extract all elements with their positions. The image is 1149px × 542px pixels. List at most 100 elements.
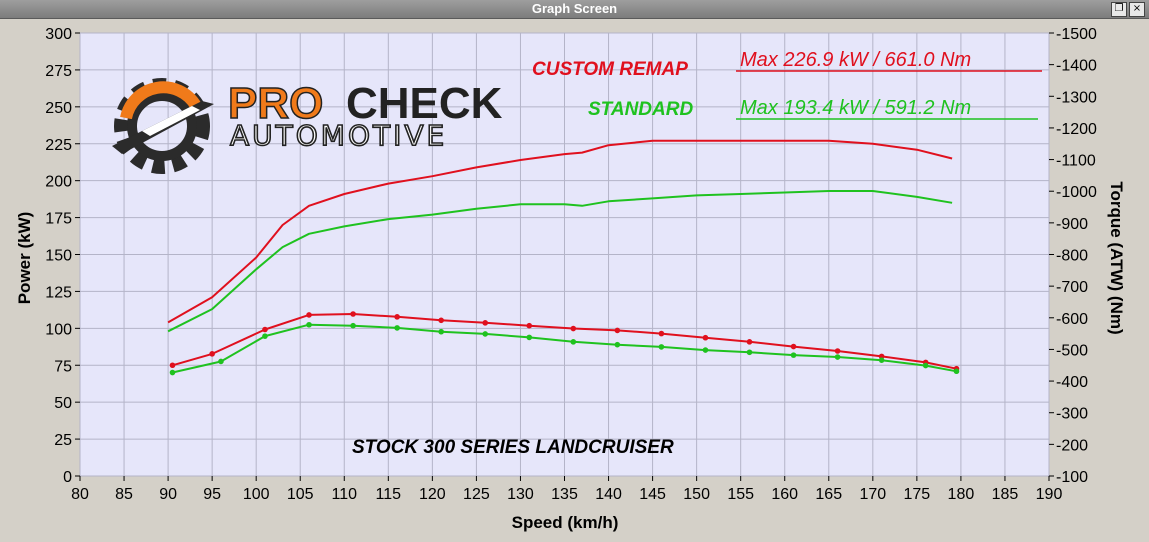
x-tick-label: 120: [419, 486, 446, 503]
torque-point-custom-remap: [658, 330, 665, 337]
torque-point-custom-remap: [482, 320, 489, 326]
x-tick-label: 140: [595, 486, 622, 503]
y2-tick-label: -300: [1056, 406, 1088, 423]
torque-point-standard: [702, 347, 709, 353]
x-tick-label: 110: [332, 486, 358, 503]
legend-custom-max: Max 226.9 kW / 661.0 Nm: [740, 49, 971, 71]
y-tick-label: 75: [54, 358, 72, 375]
y2-tick-label: -600: [1056, 311, 1088, 328]
torque-point-standard: [834, 354, 841, 360]
x-tick-label: 185: [992, 486, 1019, 503]
torque-point-standard: [922, 362, 929, 369]
power-line-custom-remap: [167, 139, 953, 324]
y2-tick-label: -900: [1056, 216, 1088, 233]
y-axis-label: Power (kW): [15, 212, 34, 305]
torque-point-custom-remap: [526, 322, 533, 329]
y2-tick-label: -500: [1056, 342, 1088, 359]
x-axis-label: Speed (km/h): [512, 513, 619, 532]
y2-tick-label: -800: [1056, 248, 1088, 265]
x-axis: 80 85 90 95 100 105 110 115 120 125 130 135 140 145 15…: [71, 476, 1062, 503]
logo-check: CHECK: [346, 79, 503, 128]
torque-point-custom-remap: [350, 311, 356, 317]
torque-point-standard: [790, 352, 797, 358]
torque-point-standard: [169, 369, 176, 376]
torque-point-custom-remap: [394, 314, 400, 320]
x-tick-label: 80: [71, 486, 89, 503]
x-tick-label: 125: [463, 486, 490, 503]
y2-tick-label: -700: [1056, 279, 1088, 296]
y2-tick-label: -1200: [1056, 121, 1097, 138]
torque-point-custom-remap: [262, 326, 268, 333]
torque-point-standard: [306, 321, 312, 328]
y2-axis-label: Torque (ATW) (Nm): [1107, 181, 1126, 334]
close-icon[interactable]: ×: [1129, 2, 1145, 17]
title-bar: Graph Screen ❐ ×: [0, 0, 1149, 19]
y-tick-label: 175: [45, 211, 72, 228]
legend-standard-label: STANDARD: [588, 99, 693, 120]
y2-tick-label: -1300: [1056, 89, 1097, 106]
x-tick-label: 85: [115, 486, 133, 503]
y-tick-label: 200: [45, 174, 72, 191]
y-tick-label: 0: [63, 469, 72, 486]
x-tick-label: 115: [376, 486, 402, 503]
y2-tick-label: -1500: [1056, 26, 1097, 43]
torque-point-custom-remap: [790, 343, 797, 350]
torque-point-standard: [878, 357, 885, 363]
x-tick-label: 155: [727, 486, 754, 503]
y-tick-label: 225: [45, 137, 72, 154]
y2-tick-label: -200: [1056, 437, 1088, 454]
torque-point-custom-remap: [169, 362, 176, 369]
x-tick-label: 180: [948, 486, 975, 503]
power-line-standard: [167, 190, 953, 333]
dyno-chart: 80 85 90 95 100 105 110 115 120 125 130 135 140 145 15…: [15, 26, 1126, 532]
torque-point-standard: [438, 328, 444, 335]
torque-point-standard: [526, 334, 533, 341]
y-tick-label: 100: [45, 321, 72, 338]
torque-point-standard: [218, 358, 224, 365]
x-tick-label: 145: [639, 486, 666, 503]
torque-point-standard: [953, 368, 960, 375]
x-tick-label: 130: [507, 486, 534, 503]
logo-automotive: AUTOMOTIVE: [230, 119, 447, 152]
y2-tick-label: -100: [1056, 469, 1088, 486]
torque-point-standard: [262, 333, 268, 339]
y2-tick-label: -1400: [1056, 58, 1097, 75]
x-tick-label: 160: [771, 486, 798, 503]
torque-point-custom-remap: [746, 339, 753, 345]
torque-point-standard: [614, 341, 621, 348]
restore-icon[interactable]: ❐: [1111, 2, 1127, 17]
torque-point-standard: [482, 331, 489, 337]
torque-point-standard: [350, 322, 356, 329]
y2-tick-label: -1000: [1056, 184, 1097, 201]
y2-tick-label: -1100: [1056, 153, 1096, 170]
y-tick-label: 150: [45, 248, 72, 265]
torque-point-standard: [746, 349, 753, 356]
torque-point-standard: [570, 339, 577, 345]
y-axis-torque: -100 -200 -300 -400 -500 -600 -700 -800 -900 -100…: [1049, 26, 1097, 486]
y-tick-label: 300: [45, 26, 72, 43]
torque-point-custom-remap: [570, 325, 577, 332]
legend: CUSTOM REMAP Max 226.9 kW / 661.0 Nm STA…: [532, 49, 1042, 120]
y2-tick-label: -400: [1056, 374, 1088, 391]
window-title: Graph Screen: [531, 1, 618, 16]
torque-point-custom-remap: [702, 334, 709, 341]
series-layer: [167, 139, 960, 376]
logo-pro: PRO: [228, 79, 323, 128]
x-tick-label: 105: [287, 486, 314, 503]
y-axis-power: 0 25 50 75 100 125 150 175 200 225 250 275 300: [45, 26, 80, 486]
legend-standard-max: Max 193.4 kW / 591.2 Nm: [740, 97, 971, 119]
y-tick-label: 250: [45, 100, 72, 117]
x-tick-label: 165: [815, 486, 842, 503]
x-tick-label: 100: [243, 486, 270, 503]
torque-point-custom-remap: [306, 312, 312, 318]
chart-annotation: STOCK 300 SERIES LANDCRUISER: [352, 437, 674, 458]
y-tick-label: 50: [54, 395, 72, 412]
x-tick-label: 95: [203, 486, 221, 503]
x-tick-label: 150: [683, 486, 710, 503]
y-tick-label: 125: [45, 284, 72, 301]
procheck-logo: PRO CHECK AUTOMOTIVE: [112, 78, 503, 174]
torque-point-standard: [658, 344, 665, 350]
torque-point-custom-remap: [834, 348, 841, 354]
torque-point-custom-remap: [438, 317, 444, 324]
